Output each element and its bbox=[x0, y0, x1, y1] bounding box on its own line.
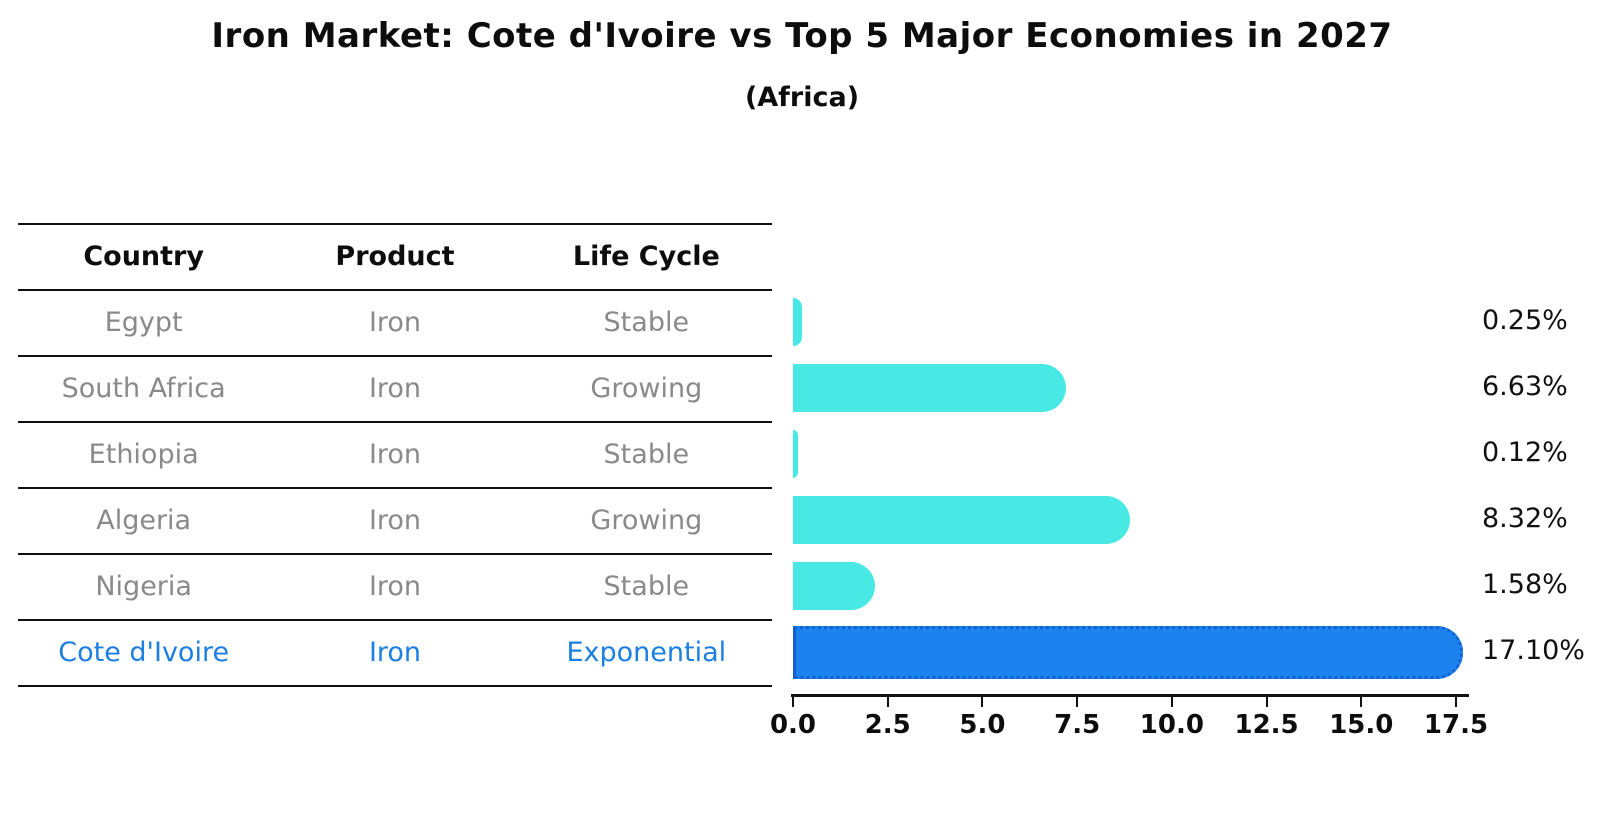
table-header-row: Country Product Life Cycle bbox=[18, 225, 772, 291]
value-label: 6.63% bbox=[1482, 371, 1568, 402]
table-row: Algeria Iron Growing bbox=[18, 489, 772, 555]
cell-country: South Africa bbox=[61, 373, 226, 404]
value-label: 0.25% bbox=[1482, 305, 1568, 336]
cell-country: Ethiopia bbox=[88, 439, 199, 470]
value-label: 17.10% bbox=[1482, 635, 1585, 666]
cell-life-cycle: Stable bbox=[603, 571, 690, 602]
bar-algeria bbox=[793, 496, 1130, 544]
column-header-product: Product bbox=[335, 241, 455, 272]
cell-product: Iron bbox=[368, 307, 422, 338]
cell-country: Algeria bbox=[96, 505, 192, 536]
chart-subtitle: (Africa) bbox=[744, 82, 860, 113]
table-row: South Africa Iron Growing bbox=[18, 357, 772, 423]
bar-ethiopia bbox=[793, 430, 798, 478]
bar-nigeria bbox=[793, 562, 875, 610]
value-label: 8.32% bbox=[1482, 503, 1568, 534]
cell-life-cycle: Growing bbox=[590, 505, 703, 536]
x-axis-tick bbox=[1455, 697, 1457, 707]
cell-country: Nigeria bbox=[95, 571, 192, 602]
cell-life-cycle: Exponential bbox=[566, 637, 727, 668]
cell-life-cycle: Stable bbox=[603, 439, 690, 470]
x-axis-tick-label: 7.5 bbox=[1054, 710, 1101, 740]
x-axis-tick bbox=[1360, 697, 1363, 707]
bar-cote-d-ivoire bbox=[793, 625, 1463, 679]
cell-product: Iron bbox=[368, 637, 422, 668]
x-axis-line bbox=[791, 694, 1469, 697]
cell-product: Iron bbox=[368, 505, 422, 536]
column-header-life-cycle: Life Cycle bbox=[572, 241, 720, 272]
x-axis-tick-label: 0.0 bbox=[769, 710, 817, 740]
cell-life-cycle: Stable bbox=[603, 307, 690, 338]
x-axis-tick-label: 2.5 bbox=[864, 710, 911, 740]
table-row: Cote d'Ivoire Iron Exponential bbox=[18, 621, 772, 687]
value-label: 0.12% bbox=[1482, 437, 1568, 468]
cell-product: Iron bbox=[368, 373, 422, 404]
value-label: 1.58% bbox=[1482, 569, 1568, 600]
x-axis-tick bbox=[886, 697, 889, 707]
x-axis-tick bbox=[981, 697, 984, 707]
cell-country: Egypt bbox=[104, 307, 183, 338]
cell-country: Cote d'Ivoire bbox=[58, 637, 230, 668]
x-axis-tick-label: 15.0 bbox=[1329, 710, 1394, 740]
x-axis-tick-label: 17.5 bbox=[1423, 710, 1489, 740]
cell-life-cycle: Growing bbox=[590, 373, 703, 404]
bar-egypt bbox=[793, 298, 802, 346]
bar-south-africa bbox=[793, 364, 1066, 412]
table-row: Egypt Iron Stable bbox=[18, 291, 772, 357]
x-axis-tick bbox=[792, 697, 794, 707]
x-axis-tick bbox=[1265, 697, 1268, 707]
x-axis-tick bbox=[1170, 697, 1173, 707]
x-axis-tick-label: 12.5 bbox=[1234, 710, 1299, 740]
table-row: Ethiopia Iron Stable bbox=[18, 423, 772, 489]
x-axis-tick bbox=[1076, 697, 1079, 707]
chart-title: Iron Market: Cote d'Ivoire vs Top 5 Majo… bbox=[211, 16, 1393, 56]
column-header-country: Country bbox=[83, 241, 204, 272]
comparison-table: Country Product Life Cycle Egypt Iron Stab… bbox=[18, 223, 772, 687]
x-axis-tick-label: 5.0 bbox=[959, 710, 1006, 740]
x-axis-tick-label: 10.0 bbox=[1139, 710, 1204, 740]
cell-product: Iron bbox=[368, 571, 422, 602]
table-row: Nigeria Iron Stable bbox=[18, 555, 772, 621]
cell-product: Iron bbox=[368, 439, 422, 470]
